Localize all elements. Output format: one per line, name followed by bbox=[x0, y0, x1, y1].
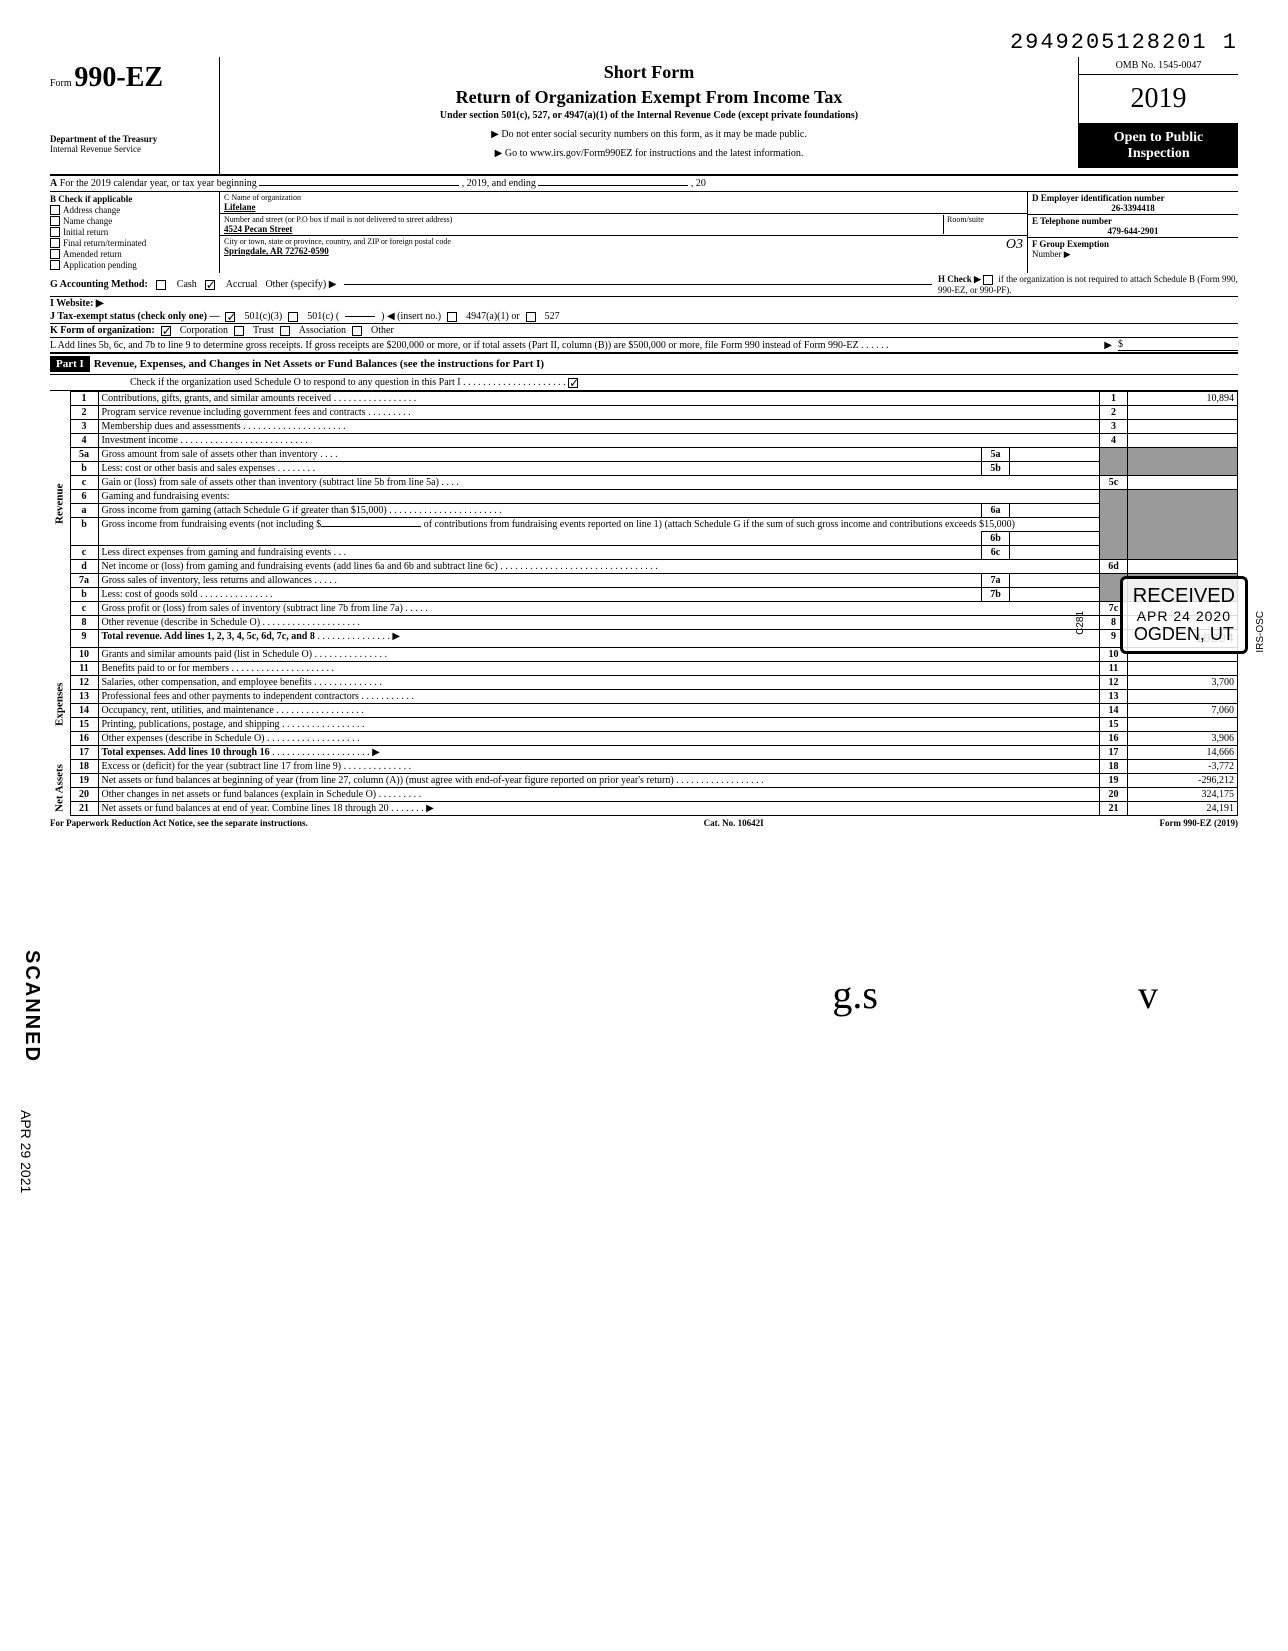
section-d: D Employer identification number 26-3394… bbox=[1028, 192, 1238, 273]
irs-label: Internal Revenue Service bbox=[50, 144, 214, 154]
check-address[interactable]: Address change bbox=[50, 205, 217, 215]
line18-val: -3,772 bbox=[1128, 760, 1238, 774]
line21-val: 24,191 bbox=[1128, 802, 1238, 816]
section-k-row: K Form of organization: Corporation Trus… bbox=[50, 324, 1238, 338]
form-number-box: Form 990-EZ Department of the Treasury I… bbox=[50, 57, 220, 174]
line17-val: 14,666 bbox=[1128, 746, 1238, 760]
check-cash[interactable] bbox=[156, 280, 166, 290]
check-corp[interactable] bbox=[161, 326, 171, 336]
tax-year: 2019 bbox=[1079, 75, 1238, 124]
check-501c[interactable] bbox=[288, 312, 298, 322]
section-j-row: J Tax-exempt status (check only one) — 5… bbox=[50, 310, 1238, 324]
form-label: Form bbox=[50, 78, 72, 89]
irs-osc-stamp: IRS-OSC bbox=[1255, 611, 1266, 653]
org-city: Springdale, AR 72762-0590 bbox=[224, 246, 1006, 256]
check-final[interactable]: Final return/terminated bbox=[50, 238, 217, 248]
page-footer: For Paperwork Reduction Act Notice, see … bbox=[50, 816, 1238, 828]
section-a: A For the 2019 calendar year, or tax yea… bbox=[50, 176, 1238, 192]
expenses-label: Expenses bbox=[50, 648, 70, 760]
check-name[interactable]: Name change bbox=[50, 216, 217, 226]
section-g-row: G Accounting Method: Cash Accrual Other … bbox=[50, 273, 1238, 297]
instr1: ▶ Do not enter social security numbers o… bbox=[230, 129, 1068, 140]
received-stamp: RECEIVED APR 24 2020 OGDEN, UT bbox=[1120, 576, 1248, 654]
scanned-stamp: SCANNED bbox=[20, 950, 43, 1063]
check-amended[interactable]: Amended return bbox=[50, 249, 217, 259]
netassets-label: Net Assets bbox=[50, 760, 70, 816]
form-number: 990-EZ bbox=[74, 62, 163, 93]
check-other-org[interactable] bbox=[352, 326, 362, 336]
suite-handwritten: O3 bbox=[1006, 237, 1023, 256]
check-schedule-b[interactable] bbox=[983, 275, 993, 285]
dln: 2949205128201 1 bbox=[50, 30, 1238, 55]
short-form-title: Short Form bbox=[230, 62, 1068, 83]
phone: 479-644-2901 bbox=[1032, 226, 1234, 236]
section-b: B Check if applicable Address change Nam… bbox=[50, 192, 220, 273]
schedule-o-check: Check if the organization used Schedule … bbox=[50, 375, 1238, 391]
dept-treasury: Department of the Treasury bbox=[50, 134, 214, 144]
org-name: Lifelane bbox=[224, 202, 1023, 212]
line12-val: 3,700 bbox=[1128, 676, 1238, 690]
line16-val: 3,906 bbox=[1128, 732, 1238, 746]
section-c: C Name of organization Lifelane Number a… bbox=[220, 192, 1028, 273]
main-title: Return of Organization Exempt From Incom… bbox=[230, 87, 1068, 108]
line1-val: 10,894 bbox=[1128, 392, 1238, 406]
part1-header: Part I Revenue, Expenses, and Changes in… bbox=[50, 353, 1238, 375]
form-header: Form 990-EZ Department of the Treasury I… bbox=[50, 57, 1238, 176]
open-public: Open to Public Inspection bbox=[1079, 124, 1238, 168]
check-trust[interactable] bbox=[234, 326, 244, 336]
check-527[interactable] bbox=[526, 312, 536, 322]
c281-stamp: C281 bbox=[1075, 611, 1086, 635]
initials-2: v bbox=[1138, 971, 1158, 1018]
revenue-label: Revenue bbox=[50, 392, 70, 616]
section-bcd-row: B Check if applicable Address change Nam… bbox=[50, 192, 1238, 273]
check-pending[interactable]: Application pending bbox=[50, 260, 217, 270]
part1-table: Revenue 1 Contributions, gifts, grants, … bbox=[50, 391, 1238, 816]
year-box: OMB No. 1545-0047 2019 Open to Public In… bbox=[1078, 57, 1238, 168]
check-assoc[interactable] bbox=[280, 326, 290, 336]
initials-1: g.s bbox=[832, 971, 878, 1018]
subtitle: Under section 501(c), 527, or 4947(a)(1)… bbox=[230, 110, 1068, 121]
org-street: 4524 Pecan Street bbox=[224, 224, 943, 234]
check-accrual[interactable] bbox=[205, 280, 215, 290]
instr2: ▶ Go to www.irs.gov/Form990EZ for instru… bbox=[230, 148, 1068, 159]
title-box: Short Form Return of Organization Exempt… bbox=[220, 57, 1078, 164]
line20-val: 324,175 bbox=[1128, 788, 1238, 802]
omb-number: OMB No. 1545-0047 bbox=[1079, 57, 1238, 75]
line19-val: -296,212 bbox=[1128, 774, 1238, 788]
line14-val: 7,060 bbox=[1128, 704, 1238, 718]
section-i-row: I Website: ▶ bbox=[50, 297, 1238, 310]
check-schedule-o[interactable] bbox=[568, 378, 578, 388]
section-l-row: L Add lines 5b, 6c, and 7b to line 9 to … bbox=[50, 338, 1238, 353]
check-4947[interactable] bbox=[447, 312, 457, 322]
check-initial[interactable]: Initial return bbox=[50, 227, 217, 237]
filed-date-stamp: APR 29 2021 bbox=[18, 1110, 34, 1193]
ein: 26-3394418 bbox=[1032, 203, 1234, 213]
check-501c3[interactable] bbox=[225, 312, 235, 322]
